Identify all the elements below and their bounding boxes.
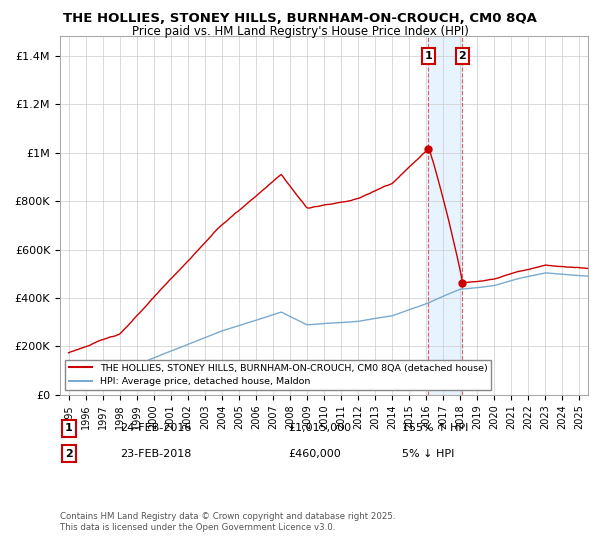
- Text: £460,000: £460,000: [288, 449, 341, 459]
- Legend: THE HOLLIES, STONEY HILLS, BURNHAM-ON-CROUCH, CM0 8QA (detached house), HPI: Ave: THE HOLLIES, STONEY HILLS, BURNHAM-ON-CR…: [65, 360, 491, 390]
- Text: 23-FEB-2018: 23-FEB-2018: [120, 449, 191, 459]
- Text: £1,015,000: £1,015,000: [288, 423, 351, 433]
- Text: Price paid vs. HM Land Registry's House Price Index (HPI): Price paid vs. HM Land Registry's House …: [131, 25, 469, 38]
- Text: 1: 1: [424, 51, 432, 61]
- Text: 2: 2: [65, 449, 73, 459]
- Bar: [428, 36, 463, 395]
- Text: 24-FEB-2016: 24-FEB-2016: [120, 423, 191, 433]
- Text: THE HOLLIES, STONEY HILLS, BURNHAM-ON-CROUCH, CM0 8QA: THE HOLLIES, STONEY HILLS, BURNHAM-ON-CR…: [63, 12, 537, 25]
- Text: 155% ↑ HPI: 155% ↑ HPI: [402, 423, 469, 433]
- Text: Contains HM Land Registry data © Crown copyright and database right 2025.
This d: Contains HM Land Registry data © Crown c…: [60, 512, 395, 532]
- Text: 2: 2: [458, 51, 466, 61]
- Text: 1: 1: [65, 423, 73, 433]
- Text: 5% ↓ HPI: 5% ↓ HPI: [402, 449, 454, 459]
